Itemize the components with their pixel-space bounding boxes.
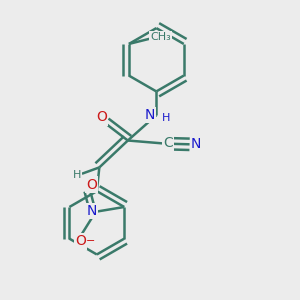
Text: −: −: [86, 236, 95, 247]
Text: N: N: [87, 204, 97, 218]
Text: N: N: [144, 108, 154, 122]
Text: H: H: [73, 170, 81, 180]
Text: CH₃: CH₃: [150, 32, 171, 42]
Text: O: O: [75, 235, 86, 248]
Text: O: O: [86, 178, 97, 191]
Text: N: N: [191, 137, 201, 151]
Text: C: C: [163, 136, 172, 150]
Text: O: O: [96, 110, 107, 124]
Text: H: H: [162, 113, 171, 123]
